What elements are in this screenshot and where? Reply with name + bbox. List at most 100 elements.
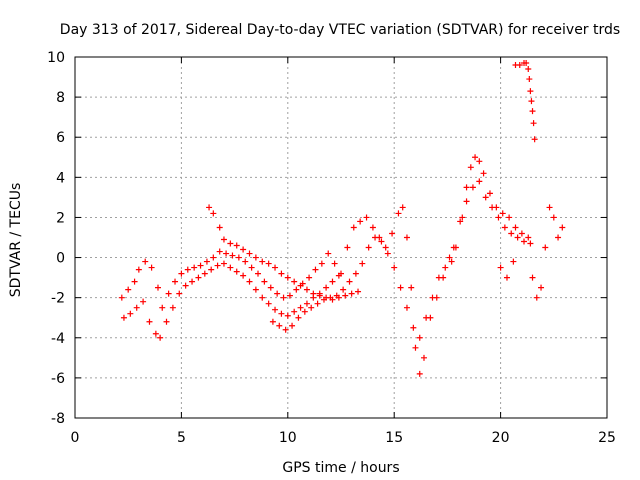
y-tick-label: 10: [47, 50, 65, 66]
x-tick-label: 0: [71, 430, 80, 446]
data-point: [233, 242, 240, 249]
data-point: [344, 244, 351, 251]
data-point: [327, 294, 334, 301]
chart-title: Day 313 of 2017, Sidereal Day-to-day VTE…: [60, 22, 620, 38]
data-point: [331, 260, 338, 267]
data-point: [265, 300, 272, 307]
data-point: [246, 250, 253, 257]
x-axis-label: GPS time / hours: [282, 460, 399, 476]
data-point: [240, 272, 247, 279]
y-tick-label: 0: [56, 251, 65, 267]
data-point: [410, 324, 417, 331]
y-tick-label: 4: [56, 170, 65, 186]
series-track-e: [344, 154, 532, 377]
data-point: [482, 194, 489, 201]
data-point: [528, 98, 535, 105]
data-point: [303, 286, 310, 293]
data-point: [210, 254, 217, 261]
y-tick-label: -6: [51, 371, 65, 387]
data-point: [335, 272, 342, 279]
data-point: [291, 278, 298, 285]
data-point: [148, 264, 155, 271]
data-point: [318, 260, 325, 267]
data-point: [125, 286, 132, 293]
data-point: [476, 158, 483, 165]
data-point: [323, 284, 330, 291]
data-point: [389, 230, 396, 237]
data-point: [472, 154, 479, 161]
data-point: [412, 344, 419, 351]
data-point: [127, 310, 134, 317]
data-point: [476, 178, 483, 185]
data-point: [289, 322, 296, 329]
data-point: [229, 252, 236, 259]
data-point: [320, 296, 327, 303]
data-point: [346, 278, 353, 285]
data-point: [118, 294, 125, 301]
data-point: [182, 282, 189, 289]
data-point: [503, 274, 510, 281]
data-point: [157, 334, 164, 341]
x-tick-label: 15: [385, 430, 403, 446]
data-point: [223, 250, 230, 257]
data-point: [220, 260, 227, 267]
y-tick-label: 6: [56, 130, 65, 146]
data-point: [195, 274, 202, 281]
data-point: [189, 278, 196, 285]
data-point: [333, 292, 340, 299]
data-point: [559, 224, 566, 231]
data-point: [227, 264, 234, 271]
data-point: [527, 88, 534, 95]
data-point: [467, 164, 474, 171]
data-point: [529, 108, 536, 115]
data-point: [523, 60, 530, 67]
data-point: [525, 234, 532, 241]
data-point: [261, 278, 268, 285]
data-point: [165, 290, 172, 297]
data-point: [284, 312, 291, 319]
data-point: [397, 284, 404, 291]
y-tick-label: -2: [51, 291, 65, 307]
data-point: [521, 238, 528, 245]
data-point: [216, 224, 223, 231]
data-point: [497, 264, 504, 271]
data-point: [376, 234, 383, 241]
data-point: [382, 244, 389, 251]
series-track-h: [529, 204, 566, 301]
data-point: [391, 264, 398, 271]
data-point: [216, 248, 223, 255]
x-tick-label: 10: [279, 430, 297, 446]
data-point: [252, 254, 259, 261]
data-point: [395, 210, 402, 217]
data-point: [214, 262, 221, 269]
series-track-b: [120, 260, 342, 341]
data-point: [416, 334, 423, 341]
data-point: [252, 286, 259, 293]
data-point: [142, 258, 149, 265]
data-point: [286, 292, 293, 299]
data-point: [206, 204, 213, 211]
data-point: [280, 294, 287, 301]
y-tick-label: 8: [56, 90, 65, 106]
data-point: [208, 266, 215, 273]
data-point: [480, 170, 487, 177]
data-point: [152, 330, 159, 337]
x-tick-label: 5: [177, 430, 186, 446]
x-axis-ticks: 0 5 10 15 20 25: [71, 57, 616, 446]
data-point: [269, 318, 276, 325]
y-tick-label: -8: [51, 411, 65, 427]
data-point: [518, 230, 525, 237]
series-track-a: [118, 248, 344, 311]
data-point: [526, 76, 533, 83]
data-point: [255, 270, 262, 277]
x-tick-label: 25: [598, 430, 616, 446]
data-point: [293, 286, 300, 293]
data-point: [274, 290, 281, 297]
data-point: [463, 184, 470, 191]
data-point: [184, 266, 191, 273]
y-axis-ticks: -8 -6 -4 -2 0 2 4 6 8 10: [47, 50, 607, 427]
data-point: [450, 244, 457, 251]
series-track-f: [450, 178, 534, 251]
data-point: [272, 264, 279, 271]
data-point: [527, 240, 534, 247]
